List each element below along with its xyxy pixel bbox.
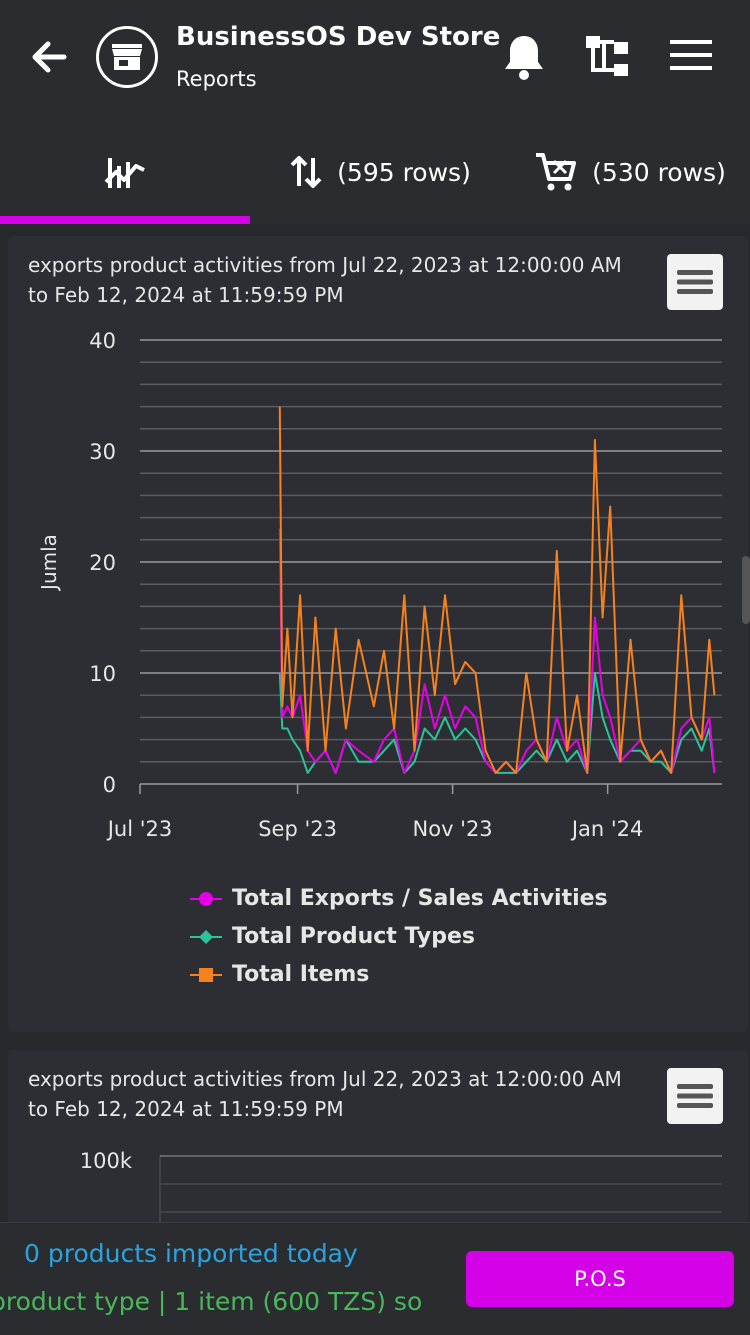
tab-chart[interactable] <box>0 120 250 224</box>
y-tick-label: 20 <box>89 551 116 575</box>
y-tick-label: 0 <box>103 773 116 797</box>
legend-item-types[interactable]: Total Product Types <box>190 924 475 949</box>
tab-sales-label: (530 rows) <box>592 157 726 187</box>
y-axis-label: Jumla <box>37 534 61 592</box>
y-tick-label: 100k <box>80 1149 133 1173</box>
y-tick-label: 40 <box>89 329 116 353</box>
cart-icon <box>536 153 577 191</box>
report-card-1: exports product activities from Jul 22, … <box>8 236 748 1032</box>
sales-summary-ticker: product type | 1 item (600 TZS) so <box>0 1287 450 1316</box>
legend-diamond-marker-icon <box>190 929 222 944</box>
x-tick-label: Jul '23 <box>106 817 173 841</box>
hamburger-menu-icon <box>677 270 713 294</box>
legend-label: Total Exports / Sales Activities <box>232 886 608 911</box>
back-arrow-icon[interactable] <box>24 32 74 82</box>
chart-menu-button[interactable] <box>667 254 723 310</box>
notification-bell-icon[interactable] <box>500 32 548 82</box>
chart-title: exports product activities from Jul 22, … <box>28 1067 622 1121</box>
sales-summary-text: product type | 1 item (600 TZS) so <box>0 1287 423 1316</box>
page-subtitle: Reports <box>176 67 257 91</box>
pos-button[interactable]: P.O.S <box>466 1251 734 1307</box>
active-tab-indicator <box>0 216 250 224</box>
imported-status: 0 products imported today <box>24 1239 358 1268</box>
legend-item-items[interactable]: Total Items <box>190 962 369 987</box>
hamburger-menu-icon <box>677 1084 713 1108</box>
x-tick-label: Nov '23 <box>413 817 493 841</box>
line-chart-2: 100k <box>80 1149 722 1246</box>
store-name: BusinessOS Dev Store <box>176 22 501 52</box>
y-tick-label: 10 <box>89 662 116 686</box>
footer-bar: 0 products imported today product type |… <box>0 1222 750 1335</box>
legend-item-exports[interactable]: Total Exports / Sales Activities <box>190 886 608 911</box>
chart-menu-button[interactable] <box>667 1068 723 1124</box>
hierarchy-icon[interactable] <box>584 34 630 78</box>
report-card-2: exports product activities from Jul 22, … <box>8 1050 748 1250</box>
store-icon <box>112 44 142 70</box>
legend-label: Total Product Types <box>232 924 475 949</box>
tab-exports-label: (595 rows) <box>337 157 471 187</box>
sort-arrows-icon <box>290 156 322 188</box>
chart-icon <box>104 158 145 188</box>
store-avatar[interactable] <box>96 26 158 88</box>
tab-sales[interactable]: (530 rows) <box>510 120 750 224</box>
tab-exports[interactable]: (595 rows) <box>270 120 490 224</box>
legend-label: Total Items <box>232 962 370 987</box>
hamburger-menu-icon[interactable] <box>670 38 712 72</box>
line-chart: 0 10 20 30 40 Jul '23 Sep '23 Nov '23 Jan '24 Jum… <box>37 329 722 841</box>
series-line-items <box>278 406 716 774</box>
legend-circle-marker-icon <box>190 891 222 906</box>
x-tick-label: Sep '23 <box>258 817 337 841</box>
x-tick-label: Jan '24 <box>570 817 644 841</box>
scrollbar[interactable] <box>742 556 750 624</box>
chart-title: exports product activities from Jul 22, … <box>28 253 622 307</box>
legend-square-marker-icon <box>190 967 222 982</box>
y-tick-label: 30 <box>89 440 116 464</box>
app-bar: BusinessOS Dev Store Reports <box>0 0 750 120</box>
tab-bar: (595 rows) (530 rows) <box>0 120 750 224</box>
